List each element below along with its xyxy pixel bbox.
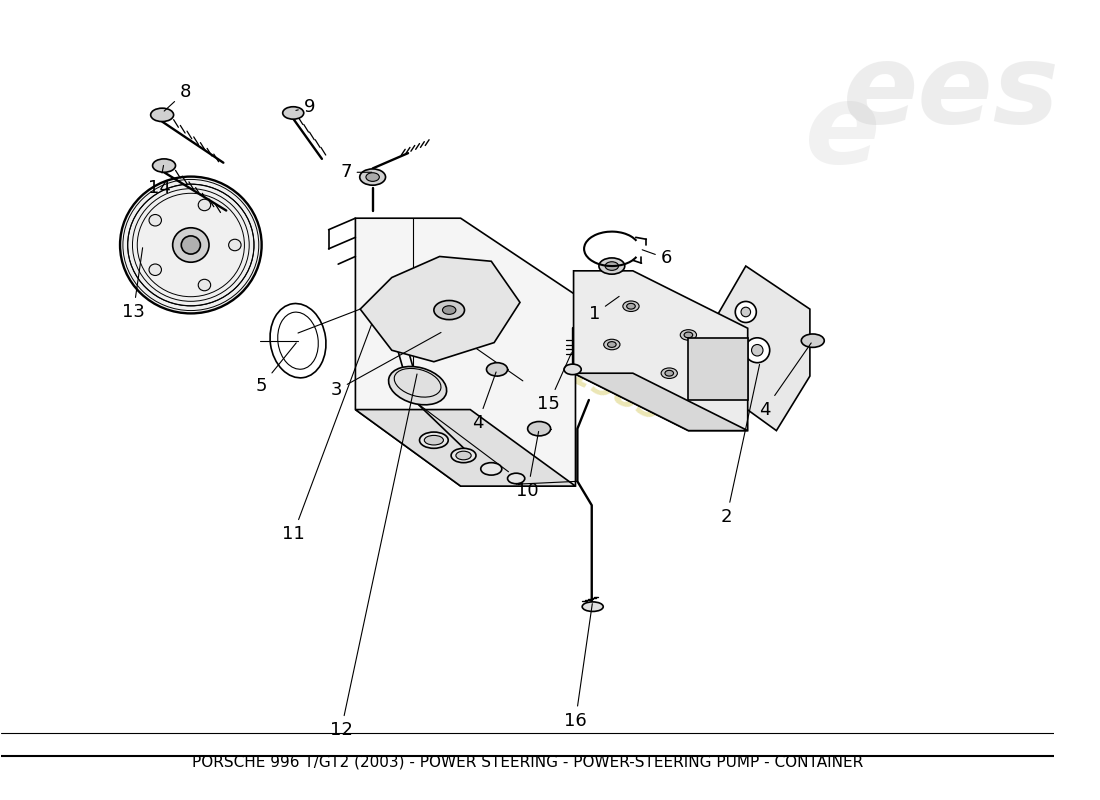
Ellipse shape: [598, 258, 625, 274]
Text: 12: 12: [330, 374, 417, 739]
Polygon shape: [360, 257, 520, 362]
Ellipse shape: [198, 279, 211, 290]
Polygon shape: [573, 271, 748, 430]
Ellipse shape: [528, 422, 551, 436]
Ellipse shape: [120, 177, 262, 314]
Text: 7: 7: [340, 163, 372, 182]
Ellipse shape: [507, 473, 525, 484]
Ellipse shape: [680, 330, 696, 340]
Ellipse shape: [455, 451, 471, 460]
Text: 8: 8: [164, 83, 190, 111]
Circle shape: [751, 345, 763, 356]
Text: 10: 10: [516, 431, 539, 500]
Circle shape: [741, 307, 750, 317]
Polygon shape: [355, 218, 575, 486]
Circle shape: [745, 338, 770, 362]
Text: since1985: since1985: [469, 310, 670, 428]
Ellipse shape: [604, 339, 620, 350]
Text: 13: 13: [122, 248, 145, 321]
Text: 4: 4: [759, 343, 811, 418]
Ellipse shape: [153, 159, 176, 172]
Ellipse shape: [605, 262, 618, 270]
Text: e: e: [805, 78, 880, 186]
Ellipse shape: [366, 173, 379, 182]
Ellipse shape: [151, 108, 174, 122]
Text: 6: 6: [642, 250, 672, 267]
Ellipse shape: [360, 169, 386, 185]
Text: 11: 11: [282, 324, 372, 543]
Ellipse shape: [684, 332, 693, 338]
Text: PORSCHE 996 T/GT2 (2003) - POWER STEERING - POWER-STEERING PUMP - CONTAINER: PORSCHE 996 T/GT2 (2003) - POWER STEERIN…: [192, 754, 864, 770]
Ellipse shape: [229, 239, 241, 250]
Text: 1: 1: [588, 296, 619, 323]
Ellipse shape: [582, 602, 603, 611]
Ellipse shape: [661, 368, 678, 378]
Polygon shape: [689, 338, 748, 400]
Text: 9: 9: [296, 98, 316, 116]
Text: 2: 2: [720, 365, 760, 526]
Ellipse shape: [173, 228, 209, 262]
Text: ees: ees: [844, 38, 1060, 146]
Ellipse shape: [388, 366, 447, 405]
Polygon shape: [714, 266, 810, 430]
Text: a passion: a passion: [470, 266, 660, 378]
Ellipse shape: [283, 106, 304, 119]
Ellipse shape: [425, 435, 443, 445]
Ellipse shape: [442, 306, 455, 314]
Ellipse shape: [451, 448, 476, 462]
Text: 15: 15: [537, 353, 572, 413]
Ellipse shape: [481, 462, 502, 475]
Ellipse shape: [419, 432, 448, 448]
Ellipse shape: [148, 264, 162, 275]
Ellipse shape: [148, 214, 162, 226]
Ellipse shape: [486, 362, 507, 376]
Text: 16: 16: [564, 604, 592, 730]
Polygon shape: [355, 410, 575, 486]
Text: 4: 4: [472, 372, 496, 432]
Ellipse shape: [182, 236, 200, 254]
Ellipse shape: [607, 342, 616, 347]
Ellipse shape: [564, 364, 581, 374]
Ellipse shape: [627, 303, 636, 309]
Ellipse shape: [623, 301, 639, 311]
Text: 5: 5: [256, 343, 296, 394]
Ellipse shape: [801, 334, 824, 347]
Ellipse shape: [433, 301, 464, 320]
Text: 3: 3: [330, 333, 441, 399]
Text: 14: 14: [147, 166, 170, 197]
Ellipse shape: [198, 199, 211, 210]
Polygon shape: [573, 374, 748, 430]
Circle shape: [735, 302, 757, 322]
Ellipse shape: [664, 370, 673, 376]
